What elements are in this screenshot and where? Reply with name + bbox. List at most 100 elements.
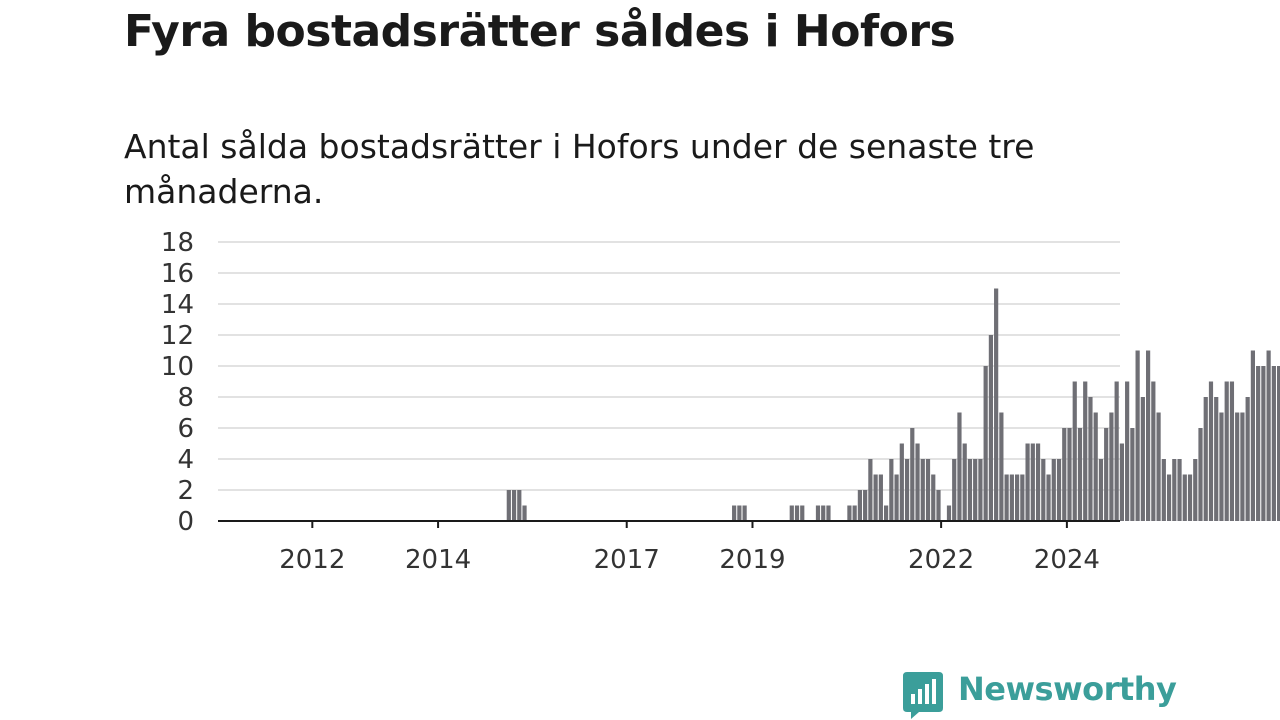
bar	[1020, 474, 1025, 521]
bar	[821, 505, 826, 521]
bar	[1214, 397, 1219, 521]
bar	[1193, 459, 1198, 521]
bar	[737, 505, 742, 521]
bar	[1135, 350, 1140, 521]
bar	[826, 505, 831, 521]
bar	[742, 505, 747, 521]
bar	[878, 474, 883, 521]
bar	[1256, 366, 1261, 521]
bar	[1203, 397, 1208, 521]
bar	[857, 490, 862, 521]
bar	[1119, 443, 1124, 521]
y-tick-label: 16	[161, 259, 194, 289]
bar	[1030, 443, 1035, 521]
bar	[1088, 397, 1093, 521]
bar	[863, 490, 868, 521]
bar	[815, 505, 821, 521]
bar	[1250, 350, 1255, 521]
bar	[873, 474, 878, 521]
x-tick-label: 2022	[908, 545, 974, 575]
bar	[789, 505, 794, 521]
y-tick-label: 0	[177, 507, 194, 537]
x-axis: 2012 2014 2017 2019 2022 2024	[279, 521, 1100, 575]
bar	[847, 505, 852, 521]
bar	[899, 443, 904, 521]
bar	[967, 459, 973, 521]
bar	[1198, 428, 1203, 521]
bar	[889, 459, 894, 521]
bar	[978, 459, 983, 521]
bar	[1077, 428, 1083, 521]
y-tick-label: 14	[161, 290, 194, 320]
bar	[1166, 474, 1172, 521]
bar	[1025, 443, 1030, 521]
bar	[1083, 381, 1088, 521]
y-tick-label: 4	[177, 445, 194, 475]
bar	[1051, 459, 1056, 521]
bar	[962, 443, 967, 521]
bar	[936, 490, 941, 521]
x-tick-label: 2024	[1034, 545, 1100, 575]
x-tick-label: 2014	[405, 545, 471, 575]
bar	[910, 428, 915, 521]
bar	[1093, 412, 1098, 521]
bar	[852, 505, 857, 521]
bar	[1009, 474, 1014, 521]
x-tick-label: 2019	[719, 545, 785, 575]
bar	[517, 490, 522, 521]
bar	[973, 459, 978, 521]
bar	[1098, 459, 1104, 521]
bar	[522, 505, 527, 521]
bar	[915, 443, 920, 521]
y-tick-label: 6	[177, 414, 194, 444]
bar	[1067, 428, 1072, 521]
bar	[1219, 412, 1224, 521]
bar	[1229, 381, 1235, 521]
bar	[794, 505, 800, 521]
bar	[1041, 459, 1046, 521]
bar	[1261, 366, 1266, 521]
bar	[884, 505, 889, 521]
bar	[1172, 459, 1177, 521]
bar	[800, 505, 805, 521]
bar	[1062, 428, 1067, 521]
bar	[988, 335, 993, 521]
bar	[999, 412, 1004, 521]
bar	[1271, 366, 1276, 521]
bars	[506, 288, 1280, 521]
y-tick-label: 8	[177, 383, 194, 413]
y-tick-label: 2	[177, 476, 194, 506]
bar	[894, 474, 899, 521]
bar	[1151, 381, 1156, 521]
bar	[931, 474, 936, 521]
bar	[1114, 381, 1119, 521]
bar	[1177, 459, 1182, 521]
bar	[946, 505, 952, 521]
bar	[1224, 381, 1229, 521]
bar	[1130, 428, 1135, 521]
bar	[925, 459, 931, 521]
y-tick-label: 12	[161, 321, 194, 351]
bar	[506, 490, 511, 521]
bar	[1035, 443, 1041, 521]
bar	[957, 412, 962, 521]
bar	[1140, 397, 1145, 521]
bar	[732, 505, 737, 521]
bar	[1125, 381, 1130, 521]
bar	[1046, 474, 1051, 521]
bar	[1240, 412, 1245, 521]
x-tick-label: 2017	[594, 545, 660, 575]
bar	[1104, 428, 1109, 521]
bar	[1266, 350, 1271, 521]
bar	[952, 459, 957, 521]
newsworthy-logo-icon	[903, 672, 943, 719]
bar	[994, 288, 999, 521]
bar	[1245, 397, 1250, 521]
bar	[1182, 474, 1187, 521]
bar	[1187, 474, 1193, 521]
bar	[1015, 474, 1020, 521]
bar	[1072, 381, 1077, 521]
bar	[1109, 412, 1114, 521]
bar	[983, 366, 988, 521]
